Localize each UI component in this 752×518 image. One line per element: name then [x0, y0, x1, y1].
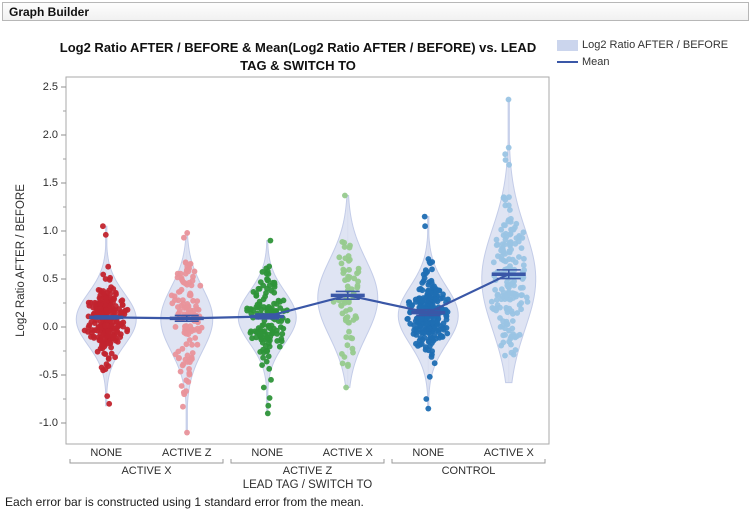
y-tick-label: 1.5 [43, 177, 58, 189]
x-category-label: ACTIVE X [484, 447, 535, 459]
y-tick-label: 2.0 [43, 129, 58, 141]
y-tick-label: -1.0 [39, 417, 58, 429]
legend-item-points-label: Log2 Ratio AFTER / BEFORE [582, 39, 729, 51]
x-category-label: ACTIVE Z [162, 447, 212, 459]
y-tick-label: 1.0 [43, 225, 58, 237]
y-tick-label: 0.0 [43, 321, 58, 333]
error-bar-footnote: Each error bar is constructed using 1 st… [5, 495, 364, 509]
window-title: Graph Builder [9, 4, 90, 19]
legend-line-swatch-icon [557, 61, 578, 63]
window-title-bar[interactable]: Graph Builder [2, 2, 749, 21]
legend: Log2 Ratio AFTER / BEFORE Mean [557, 39, 728, 73]
x-category-label: ACTIVE X [323, 447, 374, 459]
y-tick-label: -0.5 [39, 369, 58, 381]
x-group-label: CONTROL [442, 465, 496, 477]
x-category-label: NONE [90, 447, 122, 459]
mean-error-bars [89, 269, 526, 323]
y-tick-label: 2.5 [43, 81, 58, 93]
x-category-label: NONE [412, 447, 444, 459]
plot-frame [65, 76, 550, 445]
chart-title-line1: Log2 Ratio AFTER / BEFORE & Mean(Log2 Ra… [59, 40, 537, 55]
points-ACTIVE Z-NONE[interactable] [244, 237, 291, 417]
y-axis-ticks: -1.0 -0.5 0.0 0.5 1.0 1.5 2.0 2.5 [39, 81, 66, 429]
x-category-label: NONE [251, 447, 283, 459]
legend-area-swatch-icon [557, 39, 578, 51]
group-bracket [69, 459, 224, 464]
chart-title: Log2 Ratio AFTER / BEFORE & Mean(Log2 Ra… [48, 39, 548, 75]
legend-item-points[interactable]: Log2 Ratio AFTER / BEFORE [557, 39, 728, 51]
group-bracket [230, 459, 385, 464]
group-bracket [391, 459, 546, 464]
x-group-label: ACTIVE Z [283, 465, 333, 477]
y-axis-title: Log2 Ratio AFTER / BEFORE [15, 184, 27, 337]
legend-item-mean-label: Mean [582, 56, 610, 68]
chart-title-line2: TAG & SWITCH TO [240, 58, 356, 73]
x-axis-title: LEAD TAG / SWITCH TO [243, 479, 373, 491]
y-tick-label: 0.5 [43, 273, 58, 285]
legend-item-mean[interactable]: Mean [557, 56, 728, 68]
x-group-label: ACTIVE X [121, 465, 172, 477]
